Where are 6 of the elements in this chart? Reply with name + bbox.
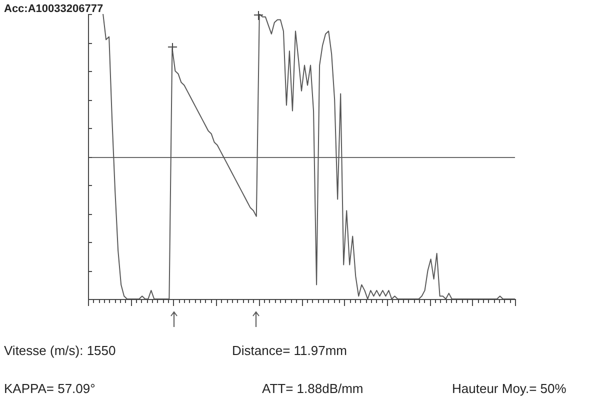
chart-title: Acc:A10033206777	[4, 3, 104, 15]
text: Hauteur Moy.= 50%	[452, 381, 566, 396]
text: Distance= 11.97mm	[232, 343, 348, 358]
text: ATT= 1.88dB/mm	[262, 381, 364, 396]
text: KAPPA= 57.09°	[4, 381, 96, 396]
text: Vitesse (m/s): 1550	[4, 343, 116, 358]
